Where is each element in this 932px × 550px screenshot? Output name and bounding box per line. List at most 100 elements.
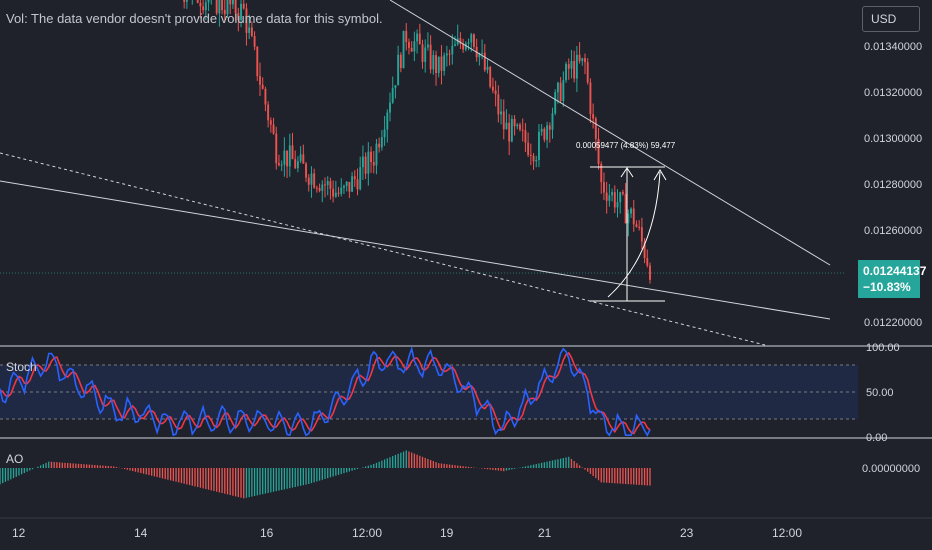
candle-body xyxy=(321,184,324,191)
candle-body xyxy=(559,82,562,102)
candle-body xyxy=(445,53,448,56)
candle-body xyxy=(280,164,283,166)
candle-body xyxy=(324,184,326,186)
candle-body xyxy=(491,86,494,91)
candle-body xyxy=(481,52,484,54)
lower-trendline xyxy=(0,180,831,320)
time-tick-label: 19 xyxy=(440,526,454,540)
candle-body xyxy=(454,44,456,46)
candle-body xyxy=(202,6,205,11)
candle-body xyxy=(589,82,592,115)
candle-body xyxy=(185,0,188,2)
candle-body xyxy=(229,0,232,5)
candle-body xyxy=(538,131,540,160)
projection-curve-arrow xyxy=(607,171,661,298)
candle-body xyxy=(318,188,321,191)
candle-body xyxy=(608,195,611,201)
candle-body xyxy=(299,154,302,162)
candle-body xyxy=(464,43,467,50)
candle-body xyxy=(426,44,429,48)
candle-body xyxy=(643,241,646,259)
candle-body xyxy=(402,30,405,69)
candle-body xyxy=(386,112,389,130)
dashed-trendline xyxy=(0,152,766,346)
candle-body xyxy=(223,10,226,15)
candle-body xyxy=(586,62,589,83)
price-tick-label: 0.01220000 xyxy=(864,317,922,329)
candle-body xyxy=(389,102,391,113)
candle-body xyxy=(196,0,199,3)
candle-body xyxy=(543,128,546,140)
candle-body xyxy=(443,55,446,71)
candle-body xyxy=(261,84,264,89)
candle-body xyxy=(573,60,576,79)
candle-body xyxy=(473,34,475,47)
stoch-d-line xyxy=(0,351,651,435)
candle-body xyxy=(592,114,595,119)
candle-body xyxy=(234,0,237,14)
candle-body xyxy=(467,42,470,44)
candle-body xyxy=(575,54,578,79)
stoch-k-line xyxy=(0,345,651,437)
candle-body xyxy=(624,193,627,224)
last-change: −10.83% xyxy=(863,280,911,294)
candle-body xyxy=(635,224,638,227)
time-tick-label: 12:00 xyxy=(352,526,382,540)
candle-body xyxy=(399,54,402,69)
measure-label: 0.00059477 (4.83%) 59,477 xyxy=(576,141,676,150)
candle-body xyxy=(646,258,649,266)
candle-body xyxy=(183,0,186,2)
price-tick-label: 0.01280000 xyxy=(864,179,922,191)
candle-body xyxy=(451,45,454,55)
candle-body xyxy=(359,167,362,190)
currency-button[interactable]: USD xyxy=(862,6,920,32)
candle-body xyxy=(237,13,240,20)
candle-body xyxy=(510,118,513,142)
candle-body xyxy=(305,163,307,178)
candle-body xyxy=(337,192,340,194)
candle-body xyxy=(278,163,280,166)
candle-body xyxy=(470,34,473,43)
candle-body xyxy=(494,90,497,95)
arrow-head-icon xyxy=(653,169,667,181)
candle-body xyxy=(616,202,619,208)
candle-body xyxy=(240,3,242,20)
candle-body xyxy=(649,265,651,280)
candle-body xyxy=(554,92,557,114)
candle-body xyxy=(334,192,337,197)
candle-body xyxy=(424,47,427,62)
candle-body xyxy=(513,118,516,127)
candle-body xyxy=(332,188,335,197)
candle-body xyxy=(267,104,270,121)
price-tick-label: 0.01340000 xyxy=(864,41,922,53)
stoch-tick-label: 50.00 xyxy=(866,387,894,399)
candle-body xyxy=(546,125,549,140)
candle-body xyxy=(611,192,614,196)
candle-body xyxy=(250,27,253,36)
candle-body xyxy=(429,44,432,70)
candle-body xyxy=(405,30,408,43)
stoch-tick-label: 100.00 xyxy=(866,342,900,354)
price-tick-label: 0.01300000 xyxy=(864,133,922,145)
candle-body xyxy=(605,192,608,201)
candle-body xyxy=(215,0,218,14)
candle-body xyxy=(638,226,641,228)
candle-body xyxy=(567,64,570,69)
candle-body xyxy=(380,137,383,148)
candle-body xyxy=(535,159,538,162)
candle-body xyxy=(394,85,397,89)
candle-body xyxy=(296,161,299,169)
candle-body xyxy=(640,227,643,242)
candle-body xyxy=(302,154,305,164)
candle-body xyxy=(516,124,519,127)
ao-label: AO xyxy=(6,452,24,466)
candle-body xyxy=(221,0,224,11)
candle-body xyxy=(259,76,261,85)
candle-body xyxy=(272,124,275,134)
candle-body xyxy=(294,159,297,169)
stoch-tick-label: 0.00 xyxy=(866,432,887,444)
candle-body xyxy=(313,173,316,188)
candle-body xyxy=(353,176,356,180)
candle-body xyxy=(218,0,221,14)
